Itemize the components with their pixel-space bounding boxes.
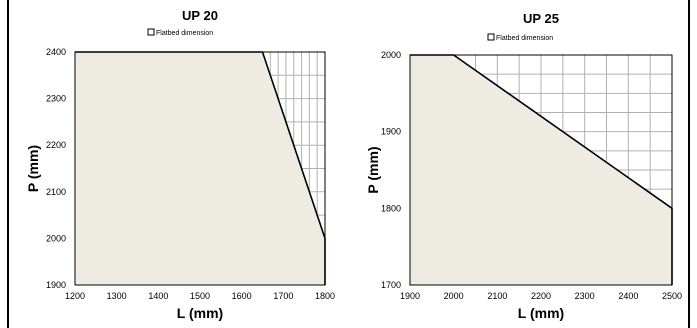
chart-2: UP 25 Flatbed dimension 1900 2000 2100 2200 23… (365, 11, 682, 321)
plot-frame (409, 54, 673, 286)
chart-1: UP 20 Flatbed dimension 1200 1300 1400 1500 16… (25, 8, 335, 321)
y-tick-label: 2000 (46, 233, 66, 243)
x-tick-label: 1500 (190, 291, 210, 301)
legend-label: Flatbed dimension (156, 30, 213, 37)
x-tick-label: 1200 (65, 291, 85, 301)
y-tick-label: 1900 (381, 127, 401, 137)
right-border-line (688, 0, 690, 328)
x-tick-label: 2100 (487, 291, 507, 301)
y-tick-label: 2300 (46, 94, 66, 104)
y-tick-label: 2000 (381, 50, 401, 60)
y-tick-label: 1700 (381, 280, 401, 290)
flatbed-area (75, 52, 325, 285)
x-tick-label: 1300 (107, 291, 127, 301)
chart-title: UP 20 (182, 8, 218, 23)
legend-swatch (147, 28, 155, 36)
x-tick-label: 1700 (273, 291, 293, 301)
x-tick-label: 2300 (575, 291, 595, 301)
y-tick-label: 2200 (46, 140, 66, 150)
legend-label: Flatbed dimension (496, 35, 553, 42)
y-tick-label: 2100 (46, 187, 66, 197)
x-tick-label: 2400 (618, 291, 638, 301)
y-tick-label: 1900 (46, 280, 66, 290)
x-tick-label: 1400 (148, 291, 168, 301)
y-axis-label: P (mm) (365, 146, 381, 193)
legend-swatch (487, 33, 495, 41)
x-tick-label: 1600 (232, 291, 252, 301)
y-tick-label: 1800 (381, 203, 401, 213)
left-border-line (7, 0, 9, 328)
x-axis-label: L (mm) (518, 305, 564, 321)
y-axis-label: P (mm) (25, 145, 41, 192)
x-axis-label: L (mm) (177, 305, 223, 321)
flatbed-area (410, 55, 672, 285)
x-tick-label: 2000 (444, 291, 464, 301)
x-tick-label: 1900 (400, 291, 420, 301)
y-tick-label: 2400 (46, 47, 66, 57)
chart-title: UP 25 (523, 11, 559, 26)
x-tick-label: 2500 (662, 291, 682, 301)
x-tick-label: 1800 (315, 291, 335, 301)
x-tick-label: 2200 (531, 291, 551, 301)
plot-frame (74, 51, 326, 286)
